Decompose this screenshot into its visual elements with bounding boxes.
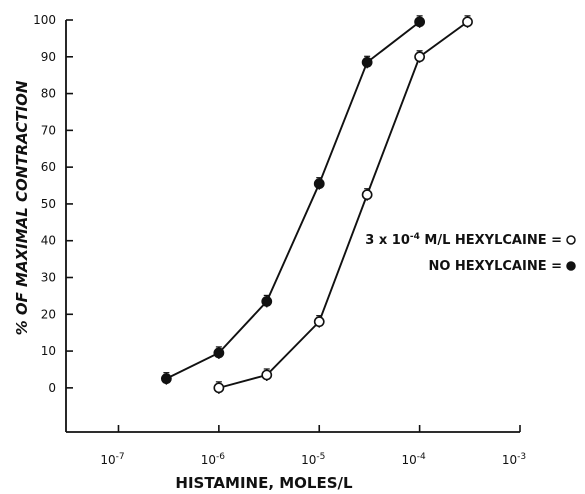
y-tick-label: 40 — [41, 234, 56, 248]
x-tick-label: 10-3 — [502, 452, 526, 467]
axes — [65, 20, 520, 433]
open-circle-marker — [261, 369, 273, 381]
x-tick-label: 10-6 — [201, 452, 226, 467]
open-circle-marker — [313, 316, 325, 328]
data-point — [261, 368, 273, 381]
series-line-1 — [218, 21, 469, 389]
y-tick-label: 20 — [41, 307, 56, 321]
series-line-2 — [165, 21, 421, 380]
x-tick-label: 10-7 — [100, 452, 124, 467]
y-tick-label: 80 — [41, 87, 56, 101]
data-point — [261, 294, 273, 308]
data-point — [414, 50, 426, 63]
y-tick-label: 10 — [41, 344, 56, 358]
filled-circle-marker — [313, 178, 325, 190]
series-lines — [165, 21, 469, 389]
data-point — [313, 177, 325, 190]
legend-filled-circle-marker — [566, 261, 576, 271]
filled-circle-marker — [261, 296, 273, 307]
data-point — [361, 188, 373, 201]
y-axis-title: % OF MAXIMAL CONTRACTION — [13, 80, 31, 335]
y-tick-label: 50 — [41, 197, 56, 211]
data-point — [160, 372, 172, 385]
open-circle-marker — [462, 16, 473, 28]
y-tick-label: 100 — [33, 13, 56, 27]
open-circle-marker — [361, 189, 373, 201]
data-point — [462, 15, 473, 28]
data-point — [213, 346, 225, 359]
y-tick-label: 90 — [41, 50, 56, 64]
legend: 3 x 10-4 M/L HEXYLCAINE = NO HEXYLCAINE … — [365, 232, 576, 274]
x-tick-label: 10-4 — [401, 452, 426, 467]
legend-open-circle-marker — [566, 235, 576, 245]
filled-circle-marker — [160, 373, 172, 385]
x-axis-title: HISTAMINE, MOLES/L — [175, 474, 353, 492]
series-points — [160, 15, 473, 394]
open-circle-marker — [213, 382, 225, 394]
y-tick-label: 70 — [41, 123, 56, 137]
filled-circle-marker — [361, 56, 373, 68]
y-tick-label: 60 — [41, 160, 56, 174]
x-axis-ticks: 10-7 10-6 10-5 10-4 10-3 — [100, 425, 526, 467]
data-point — [361, 55, 373, 69]
x-tick-label: 10-5 — [301, 452, 325, 467]
filled-circle-marker — [414, 16, 426, 28]
y-tick-label: 0 — [48, 381, 56, 395]
data-point — [414, 15, 426, 28]
legend-label-2: NO HEXYLCAINE = — [428, 259, 562, 274]
filled-circle-marker — [213, 347, 225, 359]
open-circle-marker — [414, 51, 426, 63]
legend-label-1: 3 x 10-4 M/L HEXYLCAINE = — [365, 232, 562, 248]
y-tick-label: 30 — [41, 271, 56, 285]
y-axis-ticks: 0 10 20 30 40 50 60 70 80 90 100 — [33, 13, 73, 395]
data-point — [213, 381, 225, 394]
data-point — [313, 315, 325, 328]
